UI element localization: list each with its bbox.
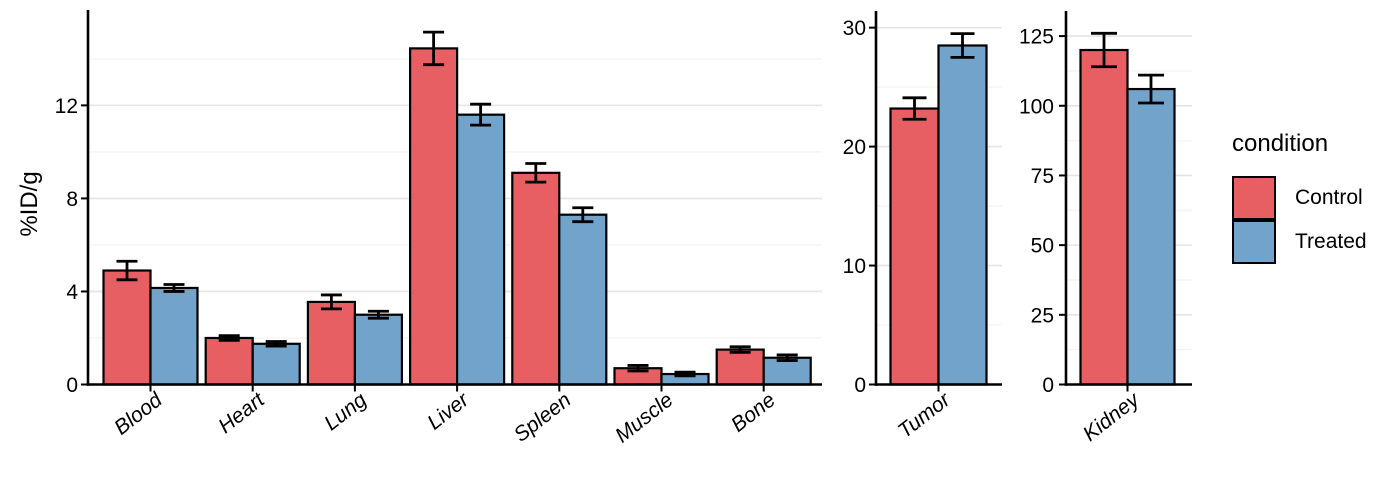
- y-tick-label: 0: [1042, 374, 1054, 397]
- legend-item-control: Control: [1232, 176, 1367, 220]
- y-tick-label: 25: [1031, 304, 1054, 327]
- legend-label-control: Control: [1295, 186, 1363, 209]
- legend: condition Control Treated: [1232, 130, 1367, 264]
- x-label-spleen: Spleen: [510, 388, 576, 446]
- bar-organs-bone-control: [715, 348, 765, 386]
- legend-swatch-control: [1232, 176, 1276, 220]
- y-tick-label: 30: [843, 17, 866, 40]
- bar-organs-spleen-control: [511, 171, 561, 386]
- y-tick-label: 20: [843, 136, 866, 159]
- x-label-heart: Heart: [214, 388, 270, 438]
- x-label-liver: Liver: [423, 388, 474, 435]
- y-tick-label: 0: [854, 374, 866, 397]
- y-tick-label: 100: [1019, 95, 1054, 118]
- x-label-bone: Bone: [727, 388, 780, 436]
- legend-title: condition: [1232, 130, 1329, 157]
- bar-organs-heart-treated: [251, 342, 301, 386]
- bar-organs-lung-treated: [353, 313, 403, 386]
- y-tick-label: 12: [55, 95, 78, 118]
- bar-organs-liver-treated: [456, 113, 506, 386]
- bar-organs-spleen-treated: [558, 213, 608, 386]
- legend-label-treated: Treated: [1295, 230, 1367, 253]
- y-tick-label: 0: [66, 374, 78, 397]
- y-tick-label: 50: [1031, 235, 1054, 258]
- x-label-blood: Blood: [110, 388, 168, 440]
- y-tick-label: 125: [1019, 26, 1054, 49]
- y-tick-label: 75: [1031, 165, 1054, 188]
- legend-swatch-treated: [1232, 220, 1276, 264]
- bar-tumor-tumor-control: [889, 107, 940, 386]
- y-axis-title: %ID/g: [16, 171, 43, 237]
- y-tick-label: 8: [66, 188, 78, 211]
- bar-kidney-kidney-control: [1079, 48, 1129, 386]
- bar-tumor-tumor-treated: [937, 44, 988, 386]
- x-label-tumor: Tumor: [894, 388, 956, 443]
- bar-organs-lung-control: [306, 300, 356, 386]
- bar-organs-blood-treated: [149, 286, 199, 386]
- y-tick-label: 10: [843, 255, 866, 278]
- bar-organs-liver-control: [409, 47, 459, 386]
- x-label-muscle: Muscle: [611, 388, 678, 447]
- x-label-lung: Lung: [320, 388, 371, 435]
- bar-kidney-kidney-treated: [1126, 87, 1176, 386]
- bar-organs-blood-control: [102, 269, 152, 386]
- legend-item-treated: Treated: [1232, 220, 1367, 264]
- bar-organs-heart-control: [204, 336, 254, 386]
- y-tick-label: 4: [66, 281, 78, 304]
- x-label-kidney: Kidney: [1079, 387, 1145, 446]
